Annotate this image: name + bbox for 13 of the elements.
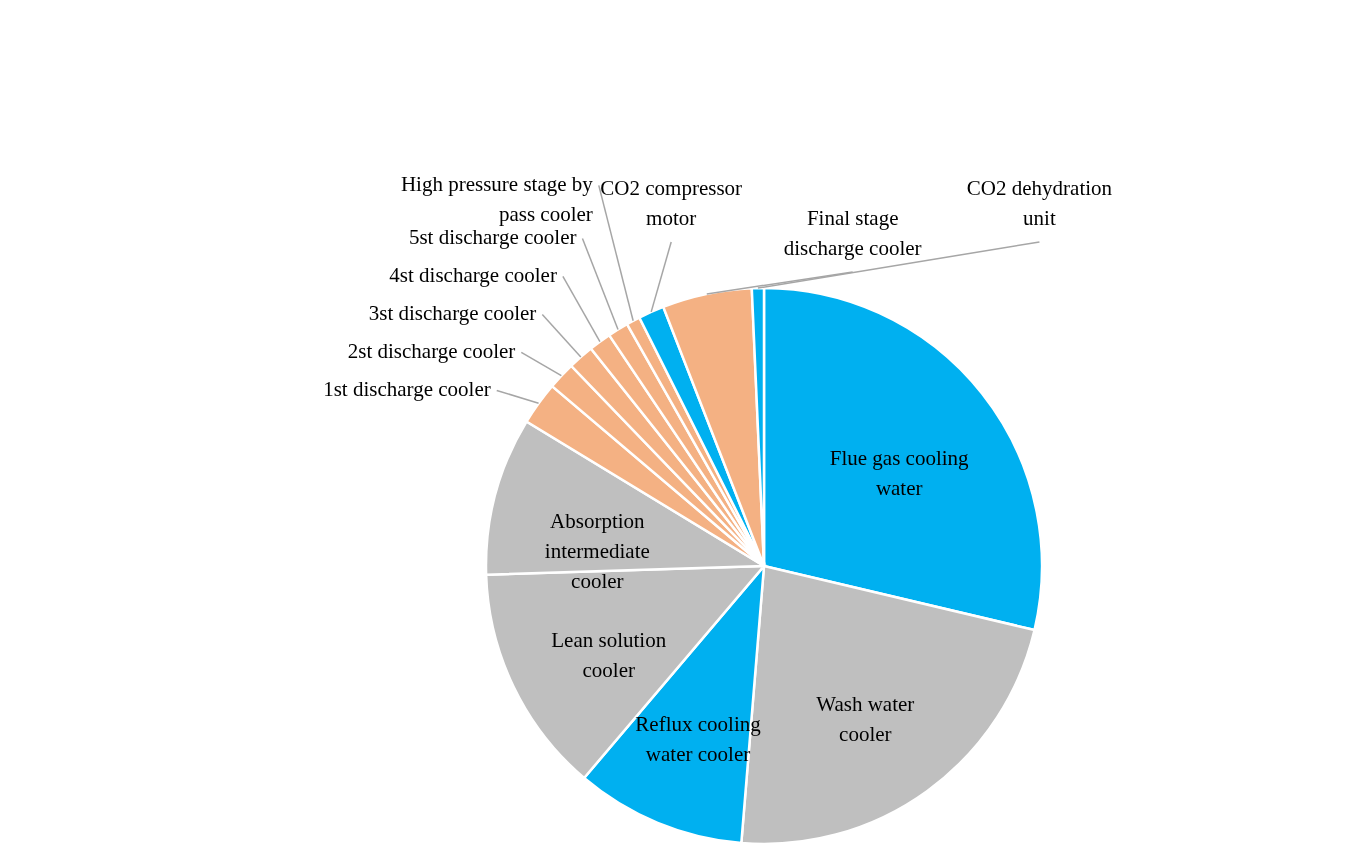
- slice-label: Absorption intermediate cooler: [544, 509, 650, 594]
- slice-label: 2st discharge cooler: [347, 339, 516, 364]
- slice-label: Final stage discharge cooler: [783, 206, 922, 260]
- slice-label: 3st discharge cooler: [368, 301, 537, 326]
- slice-label: Flue gas cooling water: [829, 446, 970, 501]
- slice-label: 4st discharge cooler: [389, 263, 557, 288]
- slice-label: Wash water cooler: [816, 692, 915, 747]
- slice-label: 5st discharge cooler: [408, 225, 577, 250]
- slice-label: 1st discharge cooler: [323, 377, 491, 402]
- slice-label: Lean solution cooler: [551, 627, 667, 682]
- slice-label: CO2 compressor motor: [600, 176, 743, 230]
- slice-label: High pressure stage by pass cooler: [400, 172, 594, 227]
- slice-label: CO2 dehydration unit: [966, 176, 1113, 230]
